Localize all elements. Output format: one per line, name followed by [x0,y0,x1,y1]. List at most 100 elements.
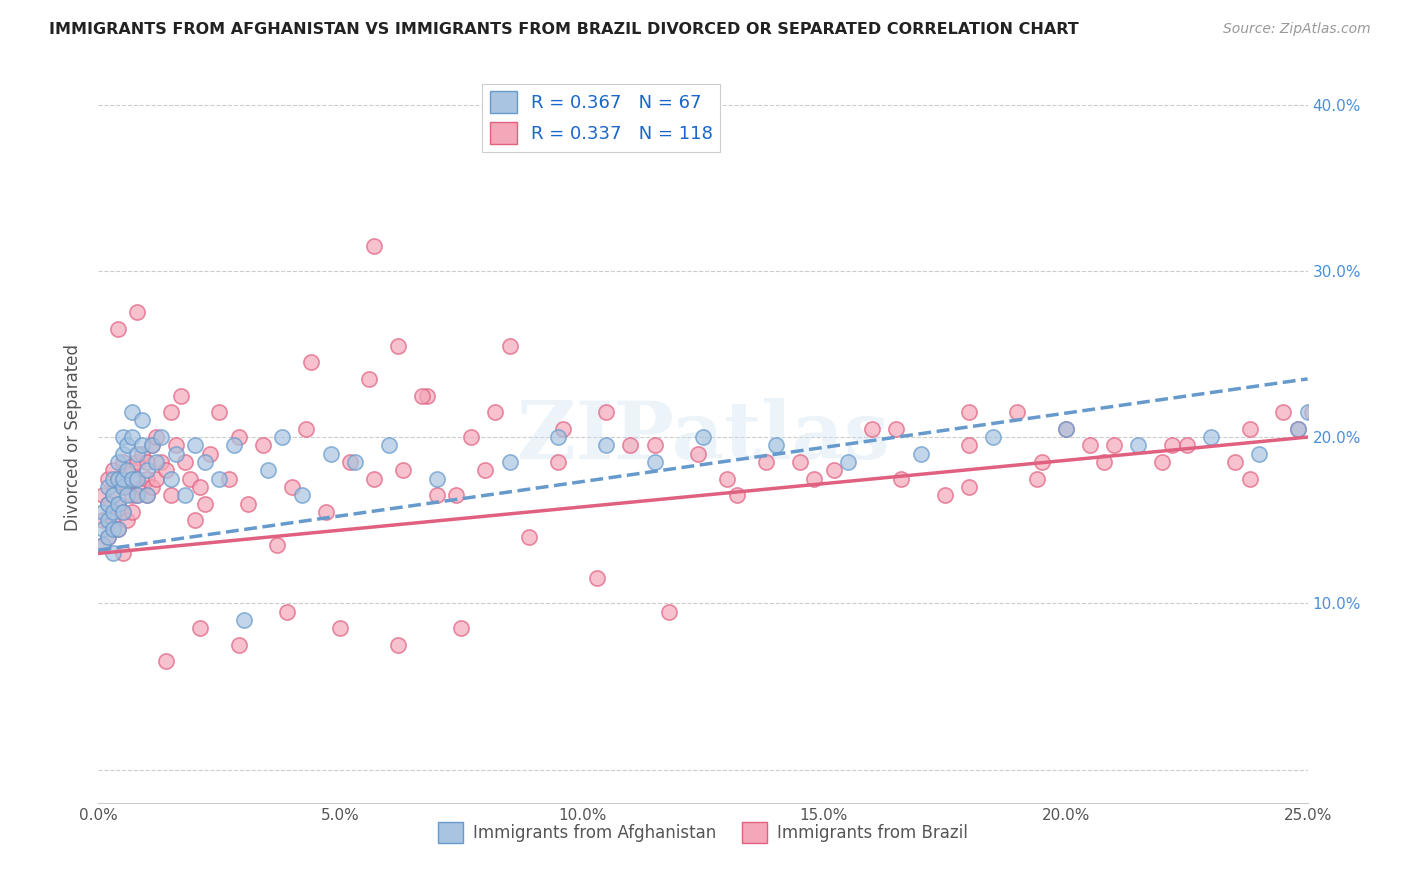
Point [547,430,569,444]
Point [585,571,607,585]
Point [127,488,149,502]
Point [957,405,980,419]
Point [837,455,859,469]
Point [339,455,361,469]
Point [474,463,496,477]
Point [117,438,139,452]
Point [1306,438,1329,452]
Point [363,239,385,253]
Point [184,513,207,527]
Point [111,430,134,444]
Point [91,521,114,535]
Point [117,463,139,477]
Point [121,430,143,444]
Point [1025,472,1047,486]
Point [934,488,956,502]
Point [97,530,120,544]
Point [111,480,134,494]
Text: ZIPatlas: ZIPatlas [517,398,889,476]
Point [91,488,114,502]
Point [208,405,231,419]
Point [1249,447,1271,461]
Point [111,480,134,494]
Point [160,472,183,486]
Point [957,438,980,452]
Point [107,455,129,469]
Point [141,438,163,452]
Point [276,605,298,619]
Point [1239,422,1261,436]
Point [218,472,240,486]
Point [107,497,129,511]
Point [91,538,114,552]
Point [484,405,506,419]
Point [803,472,825,486]
Point [150,430,173,444]
Point [111,505,134,519]
Point [910,447,932,461]
Point [160,488,183,502]
Point [957,480,980,494]
Point [101,488,124,502]
Point [107,472,129,486]
Point [160,405,183,419]
Point [644,438,666,452]
Text: IMMIGRANTS FROM AFGHANISTAN VS IMMIGRANTS FROM BRAZIL DIVORCED OR SEPARATED CORR: IMMIGRANTS FROM AFGHANISTAN VS IMMIGRANT… [49,22,1078,37]
Point [460,430,482,444]
Point [1223,455,1246,469]
Point [101,488,124,502]
Point [1094,455,1116,469]
Point [97,513,120,527]
Point [1296,405,1319,419]
Point [1239,472,1261,486]
Point [188,480,211,494]
Point [135,488,157,502]
Point [1301,405,1323,419]
Point [141,438,163,452]
Point [107,322,129,336]
Point [392,463,415,477]
Point [127,472,149,486]
Point [91,538,114,552]
Point [1272,405,1295,419]
Point [426,488,449,502]
Point [97,497,120,511]
Point [1152,455,1174,469]
Point [228,430,250,444]
Point [135,455,157,469]
Point [127,447,149,461]
Point [860,422,883,436]
Point [517,530,540,544]
Point [179,472,201,486]
Point [1007,405,1029,419]
Point [117,513,139,527]
Point [131,438,153,452]
Point [1175,438,1198,452]
Point [716,472,738,486]
Point [111,472,134,486]
Point [450,621,472,635]
Point [890,472,912,486]
Point [145,430,167,444]
Point [232,613,254,627]
Point [121,472,143,486]
Point [222,438,245,452]
Point [595,405,617,419]
Point [359,372,381,386]
Point [91,505,114,519]
Point [155,655,177,669]
Point [208,472,231,486]
Point [111,505,134,519]
Point [387,338,409,352]
Point [1199,430,1222,444]
Point [551,422,574,436]
Point [416,388,439,402]
Point [101,463,124,477]
Point [547,455,569,469]
Point [150,455,173,469]
Point [101,472,124,486]
Point [755,455,778,469]
Point [498,338,520,352]
Y-axis label: Divorced or Separated: Divorced or Separated [65,343,83,531]
Point [1031,455,1053,469]
